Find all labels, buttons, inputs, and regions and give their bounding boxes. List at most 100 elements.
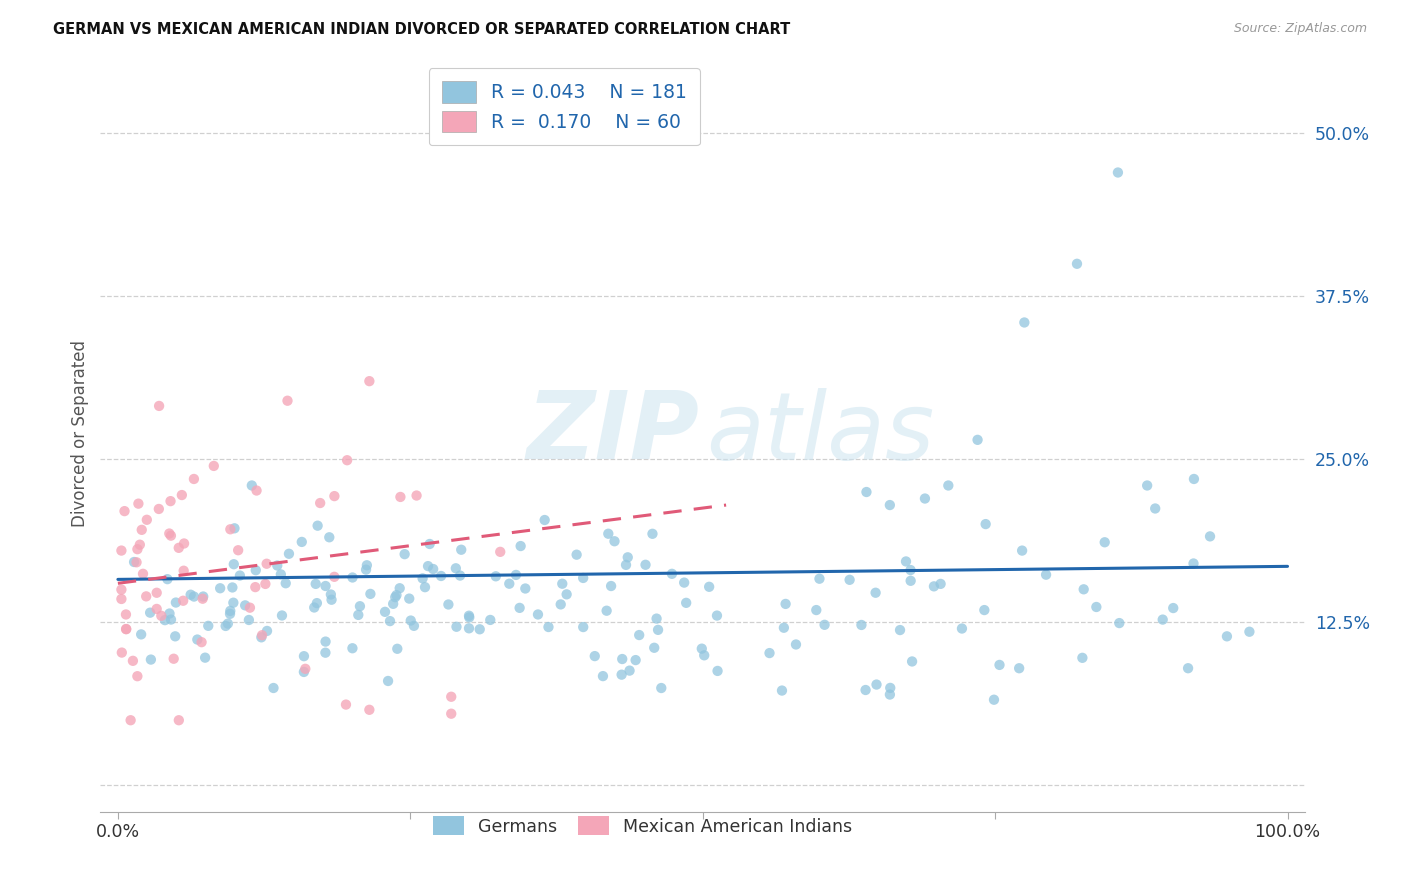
Point	[785, 638, 807, 652]
Point	[194, 650, 217, 665]
Point	[274, 576, 297, 591]
Point	[159, 494, 181, 508]
Point	[321, 592, 343, 607]
Point	[377, 673, 399, 688]
Point	[180, 588, 202, 602]
Point	[437, 598, 460, 612]
Point	[238, 613, 260, 627]
Point	[349, 599, 371, 614]
Point	[550, 598, 572, 612]
Point	[359, 374, 381, 388]
Point	[222, 596, 245, 610]
Point	[643, 640, 665, 655]
Point	[122, 555, 145, 569]
Point	[901, 655, 924, 669]
Point	[115, 607, 138, 622]
Point	[233, 599, 256, 613]
Point	[145, 586, 167, 600]
Point	[515, 582, 537, 596]
Point	[110, 591, 132, 606]
Point	[879, 681, 901, 695]
Point	[159, 607, 181, 621]
Point	[595, 604, 617, 618]
Point	[966, 433, 988, 447]
Point	[336, 453, 359, 467]
Point	[838, 573, 860, 587]
Point	[314, 646, 336, 660]
Point	[612, 652, 634, 666]
Point	[135, 513, 157, 527]
Point	[347, 607, 370, 622]
Point	[974, 517, 997, 532]
Point	[440, 706, 463, 721]
Point	[278, 547, 301, 561]
Point	[1008, 661, 1031, 675]
Point	[323, 489, 346, 503]
Point	[598, 526, 620, 541]
Point	[183, 590, 205, 604]
Point	[1108, 616, 1130, 631]
Point	[628, 628, 651, 642]
Point	[172, 593, 194, 607]
Point	[319, 587, 342, 601]
Point	[879, 688, 901, 702]
Point	[537, 620, 560, 634]
Point	[359, 587, 381, 601]
Point	[1152, 613, 1174, 627]
Point	[394, 547, 416, 561]
Point	[229, 568, 252, 582]
Point	[226, 543, 249, 558]
Point	[505, 568, 527, 582]
Point	[1085, 599, 1108, 614]
Point	[382, 597, 405, 611]
Point	[160, 529, 183, 543]
Point	[254, 577, 277, 591]
Point	[378, 614, 401, 628]
Point	[1182, 472, 1205, 486]
Point	[214, 619, 236, 633]
Point	[148, 502, 170, 516]
Point	[1014, 316, 1036, 330]
Point	[157, 526, 180, 541]
Point	[775, 597, 797, 611]
Point	[323, 570, 346, 584]
Point	[446, 620, 468, 634]
Point	[693, 648, 716, 663]
Point	[1199, 529, 1222, 543]
Point	[387, 641, 409, 656]
Point	[167, 541, 190, 555]
Point	[1144, 501, 1167, 516]
Point	[1182, 557, 1205, 571]
Point	[342, 641, 364, 656]
Point	[592, 669, 614, 683]
Point	[675, 596, 697, 610]
Point	[271, 608, 294, 623]
Point	[1073, 582, 1095, 597]
Point	[572, 571, 595, 585]
Point	[509, 539, 531, 553]
Point	[153, 613, 176, 627]
Point	[305, 577, 328, 591]
Point	[988, 657, 1011, 672]
Point	[706, 608, 728, 623]
Point	[894, 554, 917, 568]
Text: ZIP: ZIP	[526, 387, 699, 479]
Point	[219, 604, 242, 618]
Point	[389, 490, 412, 504]
Point	[270, 567, 292, 582]
Point	[384, 590, 406, 604]
Point	[661, 566, 683, 581]
Point	[292, 649, 315, 664]
Point	[458, 621, 481, 635]
Point	[551, 576, 574, 591]
Point	[1177, 661, 1199, 675]
Point	[583, 649, 606, 664]
Point	[624, 653, 647, 667]
Point	[900, 563, 922, 577]
Point	[374, 605, 396, 619]
Point	[1161, 601, 1184, 615]
Point	[416, 559, 439, 574]
Point	[354, 563, 377, 577]
Point	[139, 606, 162, 620]
Point	[148, 399, 170, 413]
